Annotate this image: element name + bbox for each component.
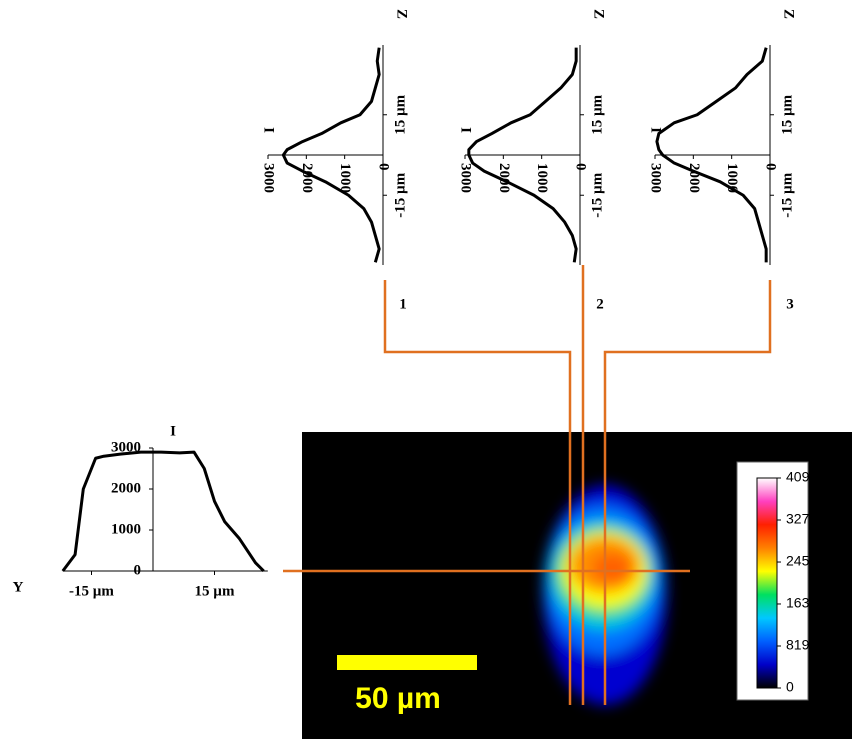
z-axis-label: Z: [394, 9, 410, 19]
i-tick-label: 2000: [496, 163, 512, 193]
x-tick-label: 15 µm: [195, 583, 235, 599]
i-tick-label: 3000: [648, 163, 664, 193]
z-tick-label: 15 µm: [392, 94, 408, 134]
guide-line: [383, 280, 572, 705]
z-axis-label: Z: [781, 9, 797, 19]
colorbar: [756, 477, 778, 689]
z-tick-label: -15 µm: [589, 172, 605, 217]
colorbar-tick-label: 1638: [786, 595, 817, 611]
colorbar-tick-label: 0: [786, 679, 794, 695]
scale-bar-label: 50 µm: [355, 682, 441, 715]
profile-label: 2: [596, 296, 604, 312]
profile-line: [281, 47, 381, 263]
i-tick-label: 0: [376, 163, 392, 171]
y-tick-label: 0: [134, 562, 142, 578]
i-axis-label: I: [261, 127, 277, 133]
x-axis-label: Y: [13, 579, 24, 595]
z-axis-label: Z: [591, 9, 607, 19]
i-tick-label: 0: [573, 163, 589, 171]
colorbar-tick-label: 4094: [786, 469, 817, 485]
scale-bar: [337, 655, 477, 670]
z-tick-label: 15 µm: [589, 94, 605, 134]
profile-line: [61, 450, 265, 573]
profile-label: 1: [399, 296, 407, 312]
x-tick-label: -15 µm: [69, 583, 114, 599]
z-tick-label: -15 µm: [392, 172, 408, 217]
colorbar-tick-label: 3275: [786, 511, 817, 527]
i-tick-label: 3000: [261, 163, 277, 193]
i-axis-label: I: [458, 127, 474, 133]
colorbar-tick-label: 819: [786, 637, 810, 653]
i-axis-label: I: [648, 127, 664, 133]
i-tick-label: 3000: [458, 163, 474, 193]
guide-line: [603, 280, 772, 705]
i-tick-label: 1000: [534, 163, 550, 193]
profile-line: [655, 47, 768, 263]
colorbar-tick-label: 2456: [786, 553, 817, 569]
i-tick-label: 1000: [337, 163, 353, 193]
z-tick-label: 15 µm: [779, 94, 795, 134]
y-tick-label: 2000: [111, 480, 141, 496]
profile-label: 3: [786, 296, 794, 312]
i-tick-label: 2000: [299, 163, 315, 193]
i-tick-label: 0: [763, 163, 779, 171]
y-tick-label: 1000: [111, 521, 141, 537]
z-tick-label: -15 µm: [779, 172, 795, 217]
profile-line: [467, 47, 578, 263]
y-axis-label: I: [170, 423, 176, 439]
